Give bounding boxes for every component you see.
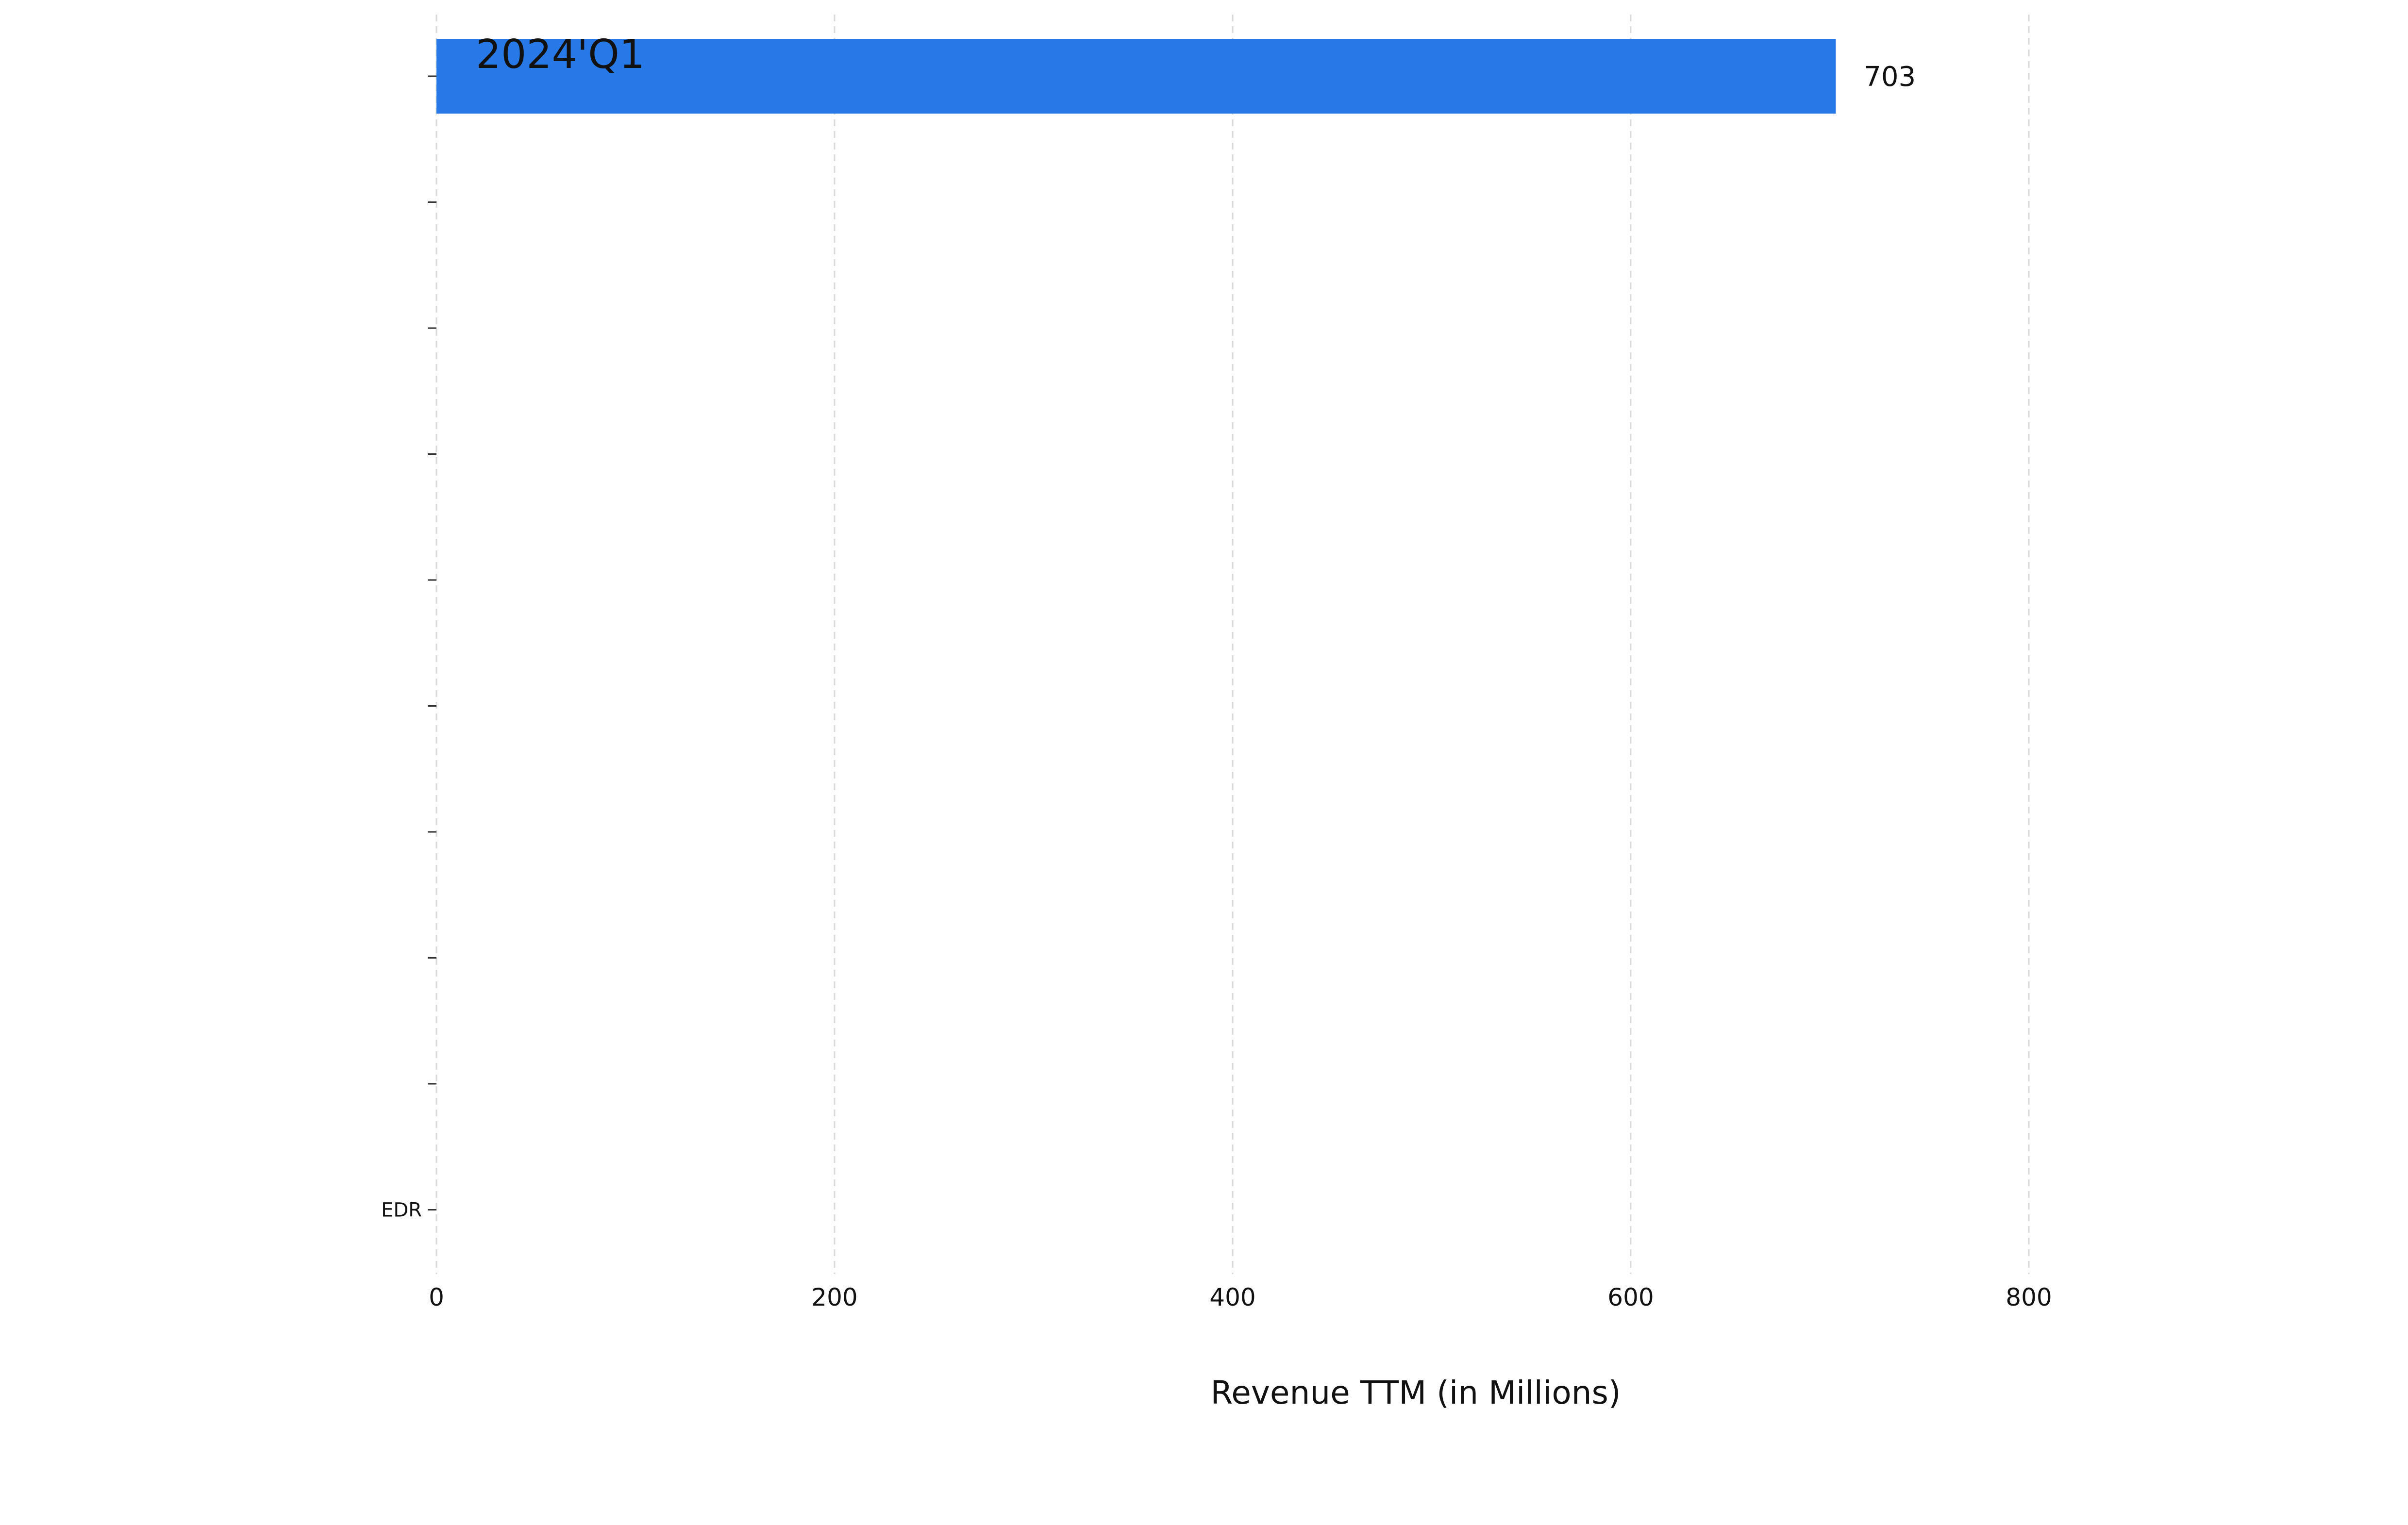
gridlines [435, 15, 2030, 1274]
period-label: 2024'Q1 [476, 32, 645, 78]
y-tick-label: EDR [381, 1199, 422, 1222]
x-tick-label: 400 [1209, 1283, 1255, 1311]
x-tick-label: 200 [811, 1283, 857, 1311]
bars: 703 [436, 39, 1916, 114]
bar [436, 39, 1836, 114]
x-tick-label: 800 [2006, 1283, 2052, 1311]
x-axis-title: Revenue TTM (in Millions) [1210, 1374, 1621, 1411]
x-axis: 0 200 400 600 800 [429, 1283, 2052, 1311]
x-tick-label: 0 [429, 1283, 444, 1311]
y-axis: EDR [381, 75, 436, 1222]
x-tick-label: 600 [1607, 1283, 1654, 1311]
bar-value-label: 703 [1864, 61, 1916, 93]
